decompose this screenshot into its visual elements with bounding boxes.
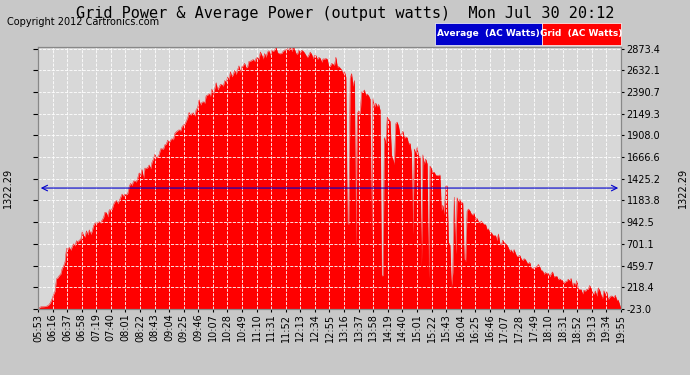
Text: 1322.29: 1322.29 — [678, 168, 688, 208]
Text: Average  (AC Watts): Average (AC Watts) — [437, 29, 540, 38]
Text: 1322.29: 1322.29 — [3, 168, 13, 208]
Text: Grid  (AC Watts): Grid (AC Watts) — [540, 29, 622, 38]
Text: Copyright 2012 Cartronics.com: Copyright 2012 Cartronics.com — [7, 17, 159, 27]
Text: Grid Power & Average Power (output watts)  Mon Jul 30 20:12: Grid Power & Average Power (output watts… — [76, 6, 614, 21]
